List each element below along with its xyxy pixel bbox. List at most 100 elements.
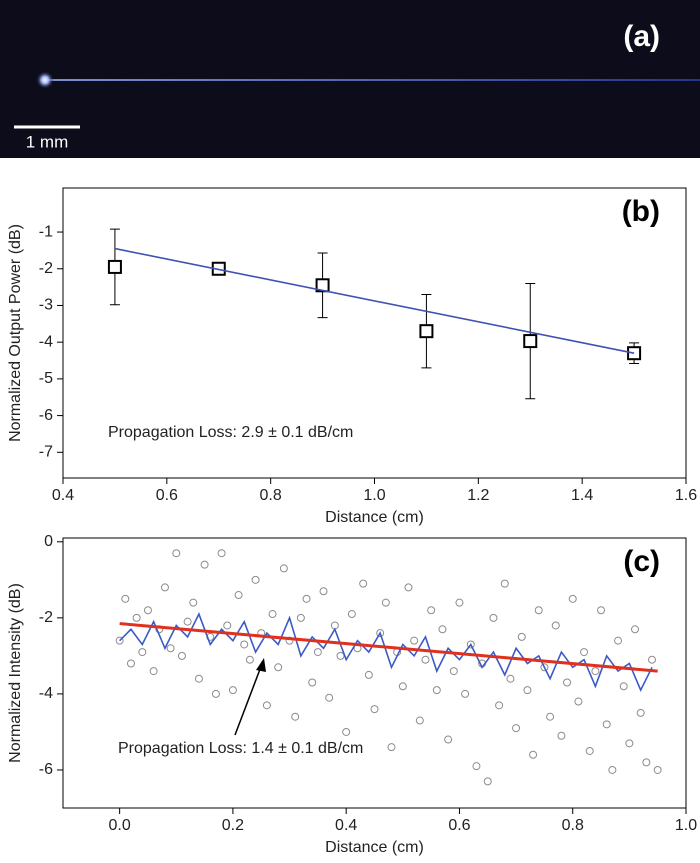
- point: [466, 640, 475, 649]
- point: [427, 606, 436, 615]
- y-tick-label: -4: [39, 333, 53, 350]
- point: [585, 746, 594, 755]
- point: [228, 686, 237, 695]
- point: [653, 765, 662, 774]
- point: [563, 678, 572, 687]
- point: [500, 579, 509, 588]
- point: [172, 549, 181, 558]
- point: [608, 765, 617, 774]
- point: [461, 689, 470, 698]
- point: [404, 583, 413, 592]
- point: [591, 667, 600, 676]
- point: [211, 689, 220, 698]
- point: [512, 724, 521, 733]
- point: [200, 560, 209, 569]
- point: [444, 735, 453, 744]
- point: [132, 613, 141, 622]
- x-tick-label: 0.0: [109, 817, 131, 834]
- point: [438, 625, 447, 634]
- point: [472, 762, 481, 771]
- y-tick-label: 0: [44, 533, 53, 550]
- point: [523, 686, 532, 695]
- plot-frame: [62, 537, 687, 809]
- line: [119, 612, 653, 693]
- point: [251, 575, 260, 584]
- y-tick-label: -5: [39, 370, 53, 387]
- y-tick-label: -2: [39, 260, 53, 277]
- x-tick-label: 0.6: [448, 817, 470, 834]
- point: [546, 712, 555, 721]
- point: [597, 606, 606, 615]
- point: [274, 663, 283, 672]
- y-tick-label: -4: [39, 685, 53, 702]
- point: [143, 606, 152, 615]
- point: [268, 610, 277, 619]
- point: [302, 594, 311, 603]
- x-tick-label: 0.8: [562, 817, 584, 834]
- point: [636, 708, 645, 717]
- point: [370, 705, 379, 714]
- point: [177, 651, 186, 660]
- x-tick-label: 1.4: [571, 487, 593, 504]
- y-tick-label: -2: [39, 609, 53, 626]
- input-spot: [36, 71, 54, 89]
- arrow-head: [256, 658, 266, 672]
- y-tick-label: -6: [39, 761, 53, 778]
- point: [642, 758, 651, 767]
- panel-label: (b): [622, 195, 660, 228]
- point: [313, 648, 322, 657]
- point: [223, 621, 232, 630]
- point: [319, 587, 328, 596]
- point: [291, 712, 300, 721]
- y-tick-label: -3: [39, 297, 53, 314]
- point: [529, 750, 538, 759]
- point: [240, 640, 249, 649]
- point: [540, 663, 549, 672]
- line: [114, 247, 635, 354]
- line: [119, 622, 658, 673]
- y-tick-label: -6: [39, 407, 53, 424]
- point: [336, 651, 345, 660]
- point: [602, 720, 611, 729]
- point: [489, 613, 498, 622]
- panel-label: (a): [623, 20, 660, 53]
- point: [262, 701, 271, 710]
- annotation-arrow: [234, 663, 263, 736]
- point: [432, 686, 441, 695]
- point: [387, 743, 396, 752]
- point: [625, 739, 634, 748]
- x-tick-label: 0.4: [52, 487, 74, 504]
- point: [138, 648, 147, 657]
- point: [107, 259, 122, 274]
- x-axis-label: Distance (cm): [325, 839, 424, 856]
- x-tick-label: 0.6: [156, 487, 178, 504]
- point: [648, 655, 657, 664]
- point: [580, 648, 589, 657]
- point: [517, 632, 526, 641]
- x-tick-label: 1.0: [363, 487, 385, 504]
- x-tick-label: 0.8: [260, 487, 282, 504]
- y-tick-label: -1: [39, 223, 53, 240]
- x-tick-label: 1.6: [675, 487, 697, 504]
- waveguide-streak: [48, 79, 700, 81]
- panel-label: (c): [623, 545, 660, 578]
- point: [506, 674, 515, 683]
- point: [364, 670, 373, 679]
- point: [347, 610, 356, 619]
- point: [455, 598, 464, 607]
- point: [419, 324, 434, 339]
- point: [234, 591, 243, 600]
- point: [523, 334, 538, 349]
- point: [325, 693, 334, 702]
- annotation: Propagation Loss: 1.4 ± 0.1 dB/cm: [118, 740, 363, 757]
- point: [557, 731, 566, 740]
- point: [614, 636, 623, 645]
- point: [183, 617, 192, 626]
- x-tick-label: 0.4: [335, 817, 357, 834]
- x-tick-label: 0.2: [222, 817, 244, 834]
- point: [217, 549, 226, 558]
- point: [189, 598, 198, 607]
- point: [149, 667, 158, 676]
- point: [449, 667, 458, 676]
- point: [483, 777, 492, 786]
